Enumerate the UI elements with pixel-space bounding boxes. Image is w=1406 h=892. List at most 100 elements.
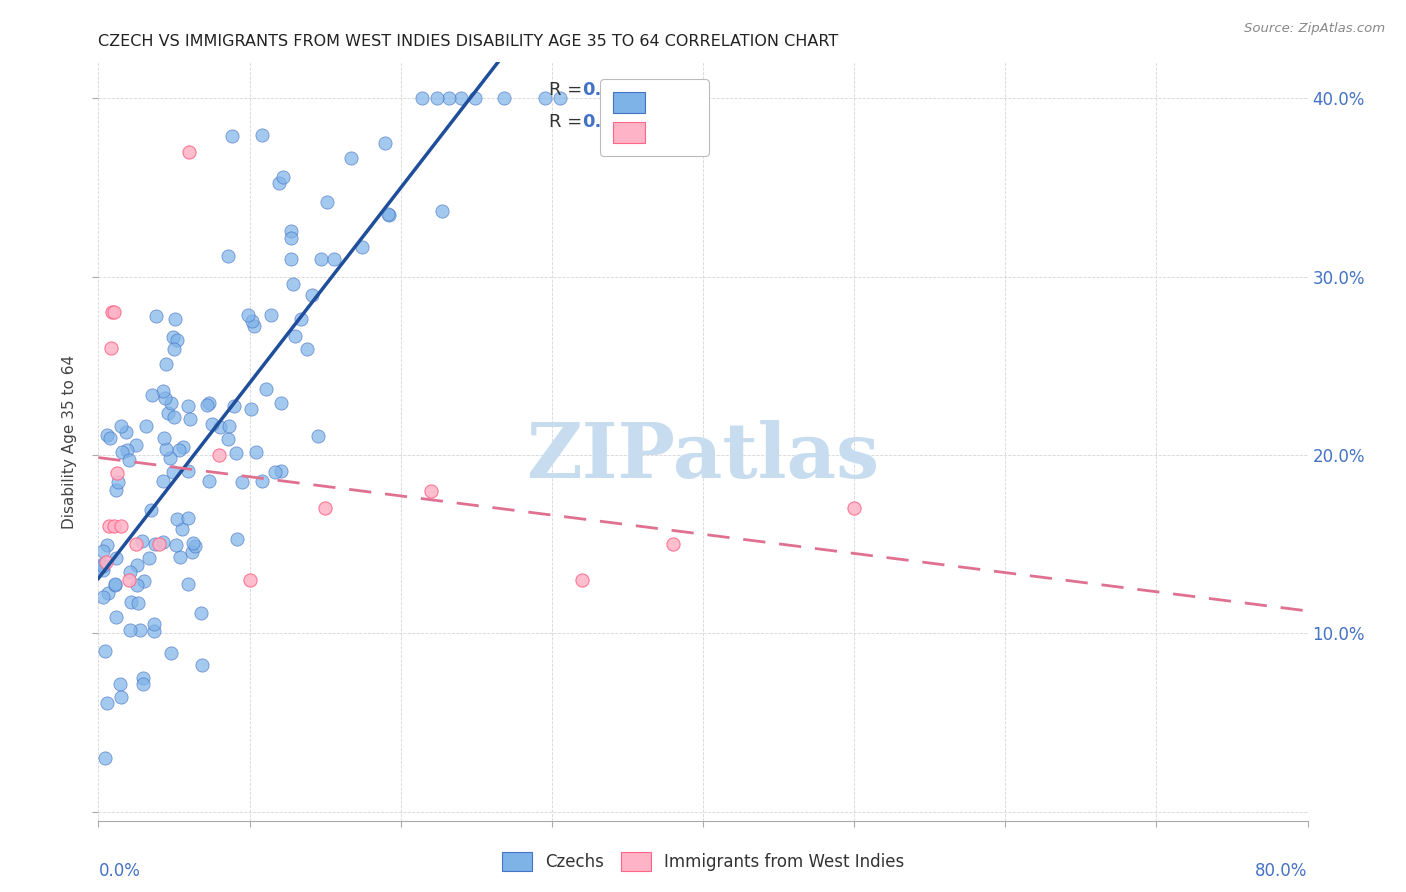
Text: 0.085: 0.085 xyxy=(582,113,640,131)
Point xyxy=(141,388,163,402)
Point xyxy=(125,438,148,452)
Point xyxy=(105,483,128,497)
Point xyxy=(226,532,249,546)
Point xyxy=(103,519,125,533)
Point xyxy=(91,558,114,573)
Point xyxy=(374,136,396,150)
Point xyxy=(157,406,180,420)
Point xyxy=(155,442,177,457)
Point xyxy=(534,91,557,105)
Point xyxy=(264,465,287,479)
Point xyxy=(110,418,132,433)
Point xyxy=(105,466,128,480)
Point xyxy=(280,224,302,238)
Point xyxy=(290,312,312,326)
Point xyxy=(179,412,201,426)
Point xyxy=(217,432,239,446)
Point xyxy=(120,566,142,580)
Point xyxy=(209,420,232,434)
Text: 0.0%: 0.0% xyxy=(98,863,141,880)
Point xyxy=(571,573,593,587)
Point xyxy=(91,563,114,577)
Text: 80.0%: 80.0% xyxy=(1256,863,1308,880)
Point xyxy=(243,319,266,334)
Point xyxy=(198,396,221,410)
Point xyxy=(250,474,273,488)
Text: N =: N = xyxy=(638,81,673,99)
Point xyxy=(131,533,153,548)
Text: R =: R = xyxy=(550,113,582,131)
Point xyxy=(236,308,259,322)
Point xyxy=(159,450,181,465)
Point xyxy=(221,128,243,143)
Point xyxy=(177,399,200,413)
Point xyxy=(166,511,188,525)
Point xyxy=(172,522,194,536)
Point xyxy=(148,537,170,551)
Point xyxy=(127,597,149,611)
Point xyxy=(548,91,571,105)
Point xyxy=(200,417,222,432)
Point xyxy=(132,574,155,589)
Point xyxy=(115,425,138,439)
Point xyxy=(339,151,361,165)
Point xyxy=(181,545,204,559)
Point xyxy=(464,91,486,105)
Point xyxy=(450,91,472,105)
Point xyxy=(250,128,273,143)
Point xyxy=(301,288,323,302)
Point xyxy=(280,252,302,266)
Text: 131: 131 xyxy=(668,81,706,99)
Point xyxy=(181,536,204,550)
Point xyxy=(177,576,200,591)
Point xyxy=(104,577,127,591)
Point xyxy=(118,453,141,467)
Point xyxy=(254,382,277,396)
Point xyxy=(225,446,247,460)
Point xyxy=(117,443,139,458)
Point xyxy=(94,555,117,569)
Point xyxy=(377,207,399,221)
Point xyxy=(97,586,120,600)
Point xyxy=(128,623,150,637)
Point xyxy=(166,333,188,347)
Point xyxy=(153,392,176,406)
Point xyxy=(152,534,174,549)
Legend:        ,        : , xyxy=(600,79,709,156)
Point xyxy=(280,230,302,244)
Point xyxy=(378,208,401,222)
Point xyxy=(142,624,165,638)
Point xyxy=(96,696,118,710)
Text: N =: N = xyxy=(638,113,673,131)
Point xyxy=(110,677,132,691)
Point xyxy=(245,445,267,459)
Point xyxy=(104,610,127,624)
Point xyxy=(153,430,176,444)
Point xyxy=(172,440,194,454)
Point xyxy=(96,427,118,442)
Point xyxy=(111,445,134,459)
Point xyxy=(145,309,167,323)
Point xyxy=(661,537,683,551)
Point xyxy=(143,537,166,551)
Point xyxy=(91,557,114,571)
Point xyxy=(101,305,124,319)
Point xyxy=(94,644,117,658)
Point xyxy=(314,501,336,516)
Point xyxy=(127,558,149,572)
Point xyxy=(426,91,449,105)
Point xyxy=(110,519,132,533)
Point xyxy=(190,606,212,620)
Point xyxy=(107,475,129,490)
Point xyxy=(191,658,214,673)
Point xyxy=(439,91,461,105)
Point xyxy=(162,465,184,479)
Point xyxy=(271,169,294,184)
Text: 0.212: 0.212 xyxy=(582,81,638,99)
Point xyxy=(218,419,240,434)
Point xyxy=(322,252,344,266)
Point xyxy=(155,357,177,371)
Point xyxy=(91,590,114,604)
Point xyxy=(177,464,200,478)
Point xyxy=(183,539,205,553)
